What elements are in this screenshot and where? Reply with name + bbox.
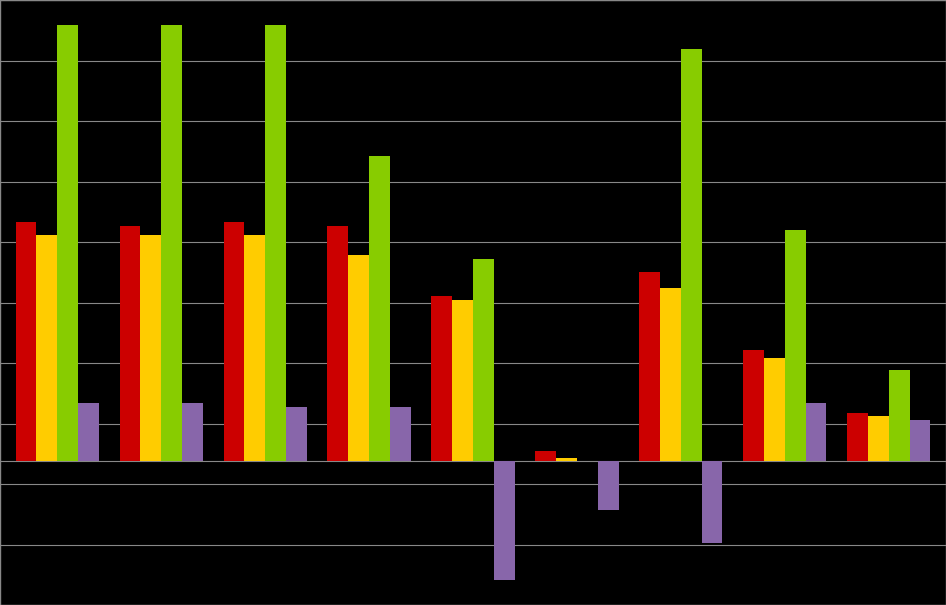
- Bar: [78, 404, 98, 461]
- Bar: [660, 288, 681, 461]
- Bar: [889, 370, 910, 461]
- Bar: [223, 222, 244, 461]
- Bar: [868, 416, 889, 461]
- Bar: [598, 461, 619, 511]
- Bar: [702, 461, 723, 543]
- Bar: [265, 25, 286, 461]
- Bar: [535, 451, 556, 461]
- Bar: [36, 235, 57, 461]
- Bar: [764, 358, 785, 461]
- Bar: [639, 272, 660, 461]
- Bar: [556, 457, 577, 461]
- Bar: [806, 404, 827, 461]
- Bar: [140, 235, 161, 461]
- Bar: [119, 226, 140, 461]
- Bar: [744, 350, 764, 461]
- Bar: [785, 231, 806, 461]
- Bar: [494, 461, 515, 580]
- Bar: [452, 301, 473, 461]
- Bar: [681, 50, 702, 461]
- Bar: [348, 255, 369, 461]
- Bar: [15, 222, 36, 461]
- Bar: [848, 413, 868, 461]
- Bar: [431, 296, 452, 461]
- Bar: [182, 404, 202, 461]
- Bar: [57, 25, 78, 461]
- Bar: [910, 420, 931, 461]
- Bar: [244, 235, 265, 461]
- Bar: [286, 407, 307, 461]
- Bar: [327, 226, 348, 461]
- Bar: [369, 157, 390, 461]
- Bar: [473, 260, 494, 461]
- Bar: [161, 25, 182, 461]
- Bar: [390, 407, 411, 461]
